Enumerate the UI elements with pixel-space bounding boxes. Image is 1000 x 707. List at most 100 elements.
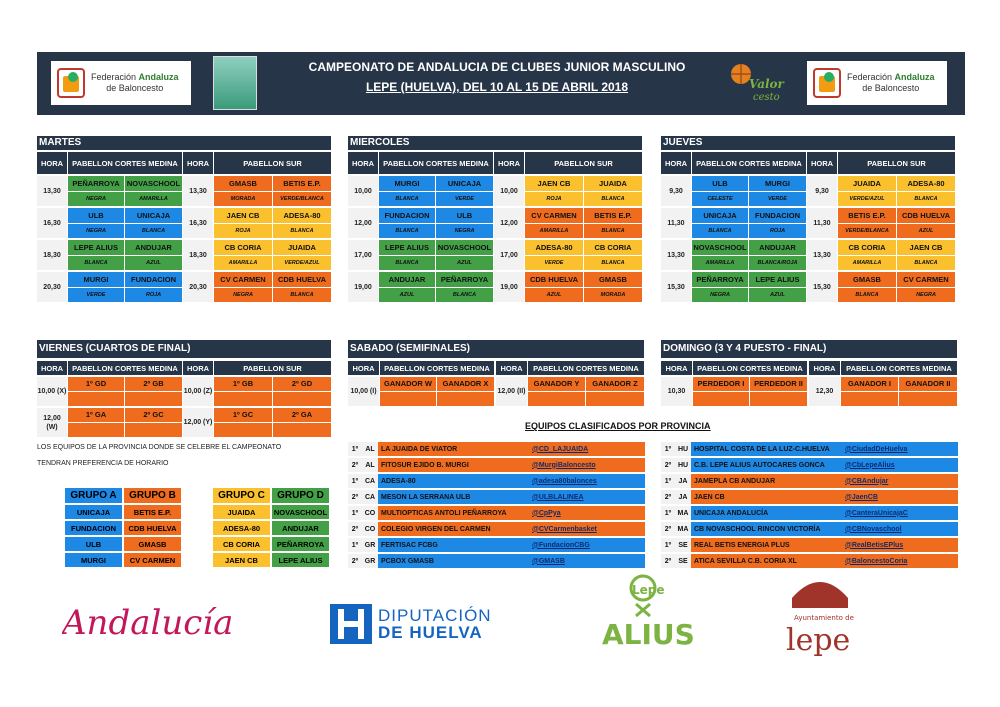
group-team: ULB [65,537,122,551]
twitter-link[interactable]: @JaenCB [843,490,958,504]
club-name: MESON LA SERRANA ULB [378,490,530,504]
ayuntamiento-lepe-logo: Ayuntamiento de lepe [780,568,860,658]
jersey-color: NEGRA [692,288,748,302]
team-name: LEPE ALIUS [68,240,124,255]
twitter-link[interactable]: @CiudadDeHuelva [843,442,958,456]
club-name: JAEN CB [691,490,843,504]
ps-header: PABELLON SUR [214,152,331,174]
hora-header: HORA [809,361,840,375]
jersey-color: NEGRA [214,288,272,302]
pcm-header: PABELLON CORTES MEDINA [379,152,493,174]
jersey-color: NEGRA [897,288,955,302]
twitter-link[interactable]: @CBAndujar [843,474,958,488]
team-name: CV CARMEN [525,208,583,223]
blank-slot [125,423,182,437]
position: 2º [661,490,675,504]
match-time: 10,30 [661,377,692,406]
club-name: ATICA SEVILLA C.B. CORIA XL [691,554,843,568]
twitter-link[interactable]: @RealBetisEPlus [843,538,958,552]
team-name: NOVASCHOOL [125,176,182,191]
blank-slot [68,392,124,406]
team-slot: GANADOR W [380,377,436,391]
twitter-link[interactable]: @adesa80balonces [530,474,645,488]
jersey-color: BLANCA [379,192,435,206]
match-time: 10,00 (X) [37,377,67,406]
pcm-header: PABELLON CORTES MEDINA [528,361,644,375]
team-name: NOVASCHOOL [436,240,493,255]
twitter-link[interactable]: @CBNovaschool [843,522,958,536]
twitter-link[interactable]: @CpPya [530,506,645,520]
twitter-link[interactable]: @CVCarmenbasket [530,522,645,536]
jersey-color: AMARILLA [525,224,583,238]
jersey-color: ROJA [125,288,182,302]
hora-header: HORA [496,361,527,375]
team-slot: GANADOR Y [528,377,585,391]
provinces-title: EQUIPOS CLASIFICADOS POR PROVINCIA [525,421,711,431]
group-team: CB CORIA [213,537,270,551]
hora-header: HORA [348,152,378,174]
province-code: SE [675,538,691,552]
match-time: 19,00 [494,272,524,302]
team-slot: 1º GD [68,377,124,391]
jersey-color: BLANCA [125,224,182,238]
match-time: 9,30 [661,176,691,206]
province-row: 1º MA UNICAJA ANDALUCÍA @CanteraUnicajaC [661,506,958,520]
match-time: 12,00 [348,208,378,238]
position: 1º [348,538,362,552]
note-line-1: LOS EQUIPOS DE LA PROVINCIA DONDE SE CEL… [37,444,282,451]
jersey-color: VERDE [68,288,124,302]
position: 1º [661,538,675,552]
pcm-header: PABELLON CORTES MEDINA [68,361,182,375]
province-row: 2º HU C.B. LEPE ALIUS AUTOCARES GONCA @CbLe… [661,458,958,472]
blank-slot [68,423,124,437]
province-code: AL [362,442,378,456]
jersey-color: AZUL [125,256,182,270]
twitter-link[interactable]: @ULBLALINEA [530,490,645,504]
twitter-link[interactable]: @CD_LAJUAIDA [530,442,645,456]
province-code: AL [362,458,378,472]
svg-text:Valor: Valor [749,77,786,91]
province-row: 1º GR FERTISAC FCBG @FundacionCBG [348,538,645,552]
team-name: MURGI [379,176,435,191]
svg-text:lepe: lepe [786,623,850,658]
team-name: CB CORIA [584,240,642,255]
team-name: BETIS E.P. [838,208,896,223]
twitter-link[interactable]: @GMASB [530,554,645,568]
jersey-color: AMARILLA [214,256,272,270]
match-time: 12,00 (Y) [183,408,213,437]
match-time: 10,00 [494,176,524,206]
twitter-link[interactable]: @CbLepeAlius [843,458,958,472]
team-name: ANDUJAR [379,272,435,287]
blank-slot [437,392,494,406]
svg-text:cesto: cesto [753,92,780,103]
match-time: 12,00 (W) [37,408,67,437]
team-name: BETIS E.P. [273,176,331,191]
club-name: UNICAJA ANDALUCÍA [691,506,843,520]
team-slot: 2º GB [125,377,182,391]
jersey-color: BLANCA [584,256,642,270]
team-slot: 2º GC [125,408,182,422]
team-name: CDB HUELVA [525,272,583,287]
position: 1º [348,506,362,520]
match-time: 18,30 [37,240,67,270]
team-name: FUNDACION [379,208,435,223]
team-slot: 2º GA [273,408,331,422]
twitter-link[interactable]: @BaloncestoCoria [843,554,958,568]
team-name: ANDUJAR [125,240,182,255]
twitter-link[interactable]: @MurgiBaloncesto [530,458,645,472]
match-time: 20,30 [183,272,213,302]
jersey-color: BLANCA [273,288,331,302]
twitter-link[interactable]: @FundacionCBG [530,538,645,552]
blank-slot [273,423,331,437]
jersey-color: AZUL [897,224,955,238]
day-title-jueves: JUEVES [661,136,955,150]
header-banner: Federación Andaluza de Baloncesto CAMPEON… [37,52,965,115]
twitter-link[interactable]: @CanteraUnicajaC [843,506,958,520]
jersey-color: BLANCA [68,256,124,270]
province-code: CA [362,474,378,488]
province-code: JA [675,490,691,504]
svg-text:Andalucía: Andalucía [62,603,233,643]
province-code: GR [362,554,378,568]
ps-header: PABELLON SUR [214,361,331,375]
day-title-viernes: VIERNES (CUARTOS DE FINAL) [37,340,331,358]
